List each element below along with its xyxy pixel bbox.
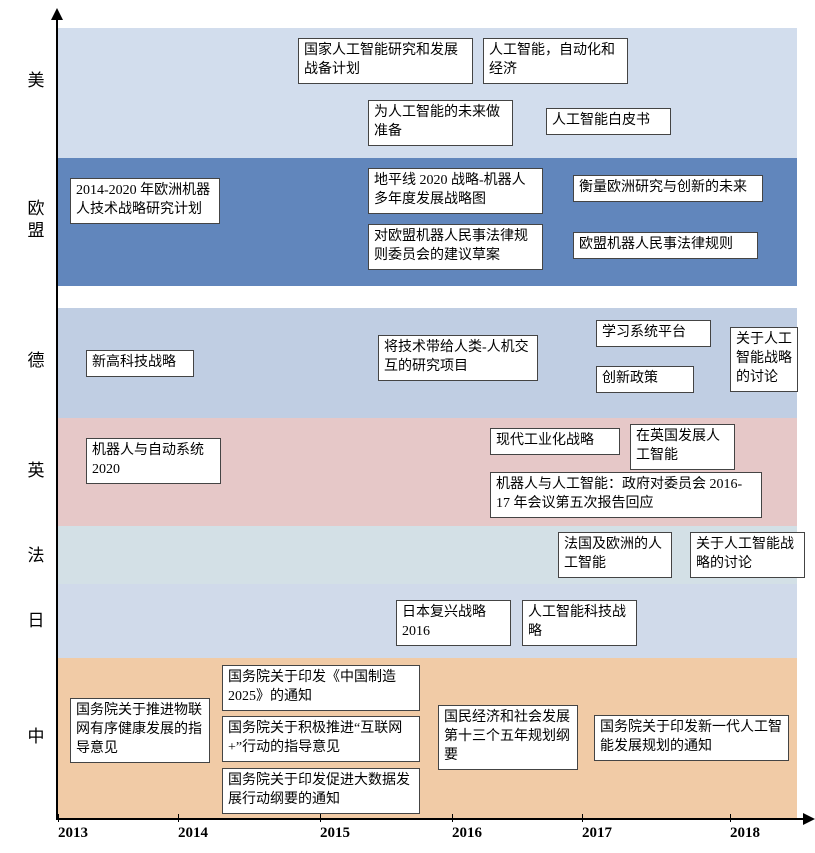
policy-box: 人工智能白皮书: [546, 108, 671, 135]
x-tick: [58, 814, 59, 822]
policy-box: 现代工业化战略: [490, 428, 620, 455]
x-label-2014: 2014: [178, 825, 208, 842]
policy-box: 将技术带给人类-人机交互的研究项目: [378, 335, 538, 381]
y-label-uk: 英: [22, 460, 50, 482]
x-label-2013: 2013: [58, 825, 88, 842]
policy-box: 国务院关于积极推进“互联网+”行动的指导意见: [222, 716, 420, 762]
x-label-2016: 2016: [452, 825, 482, 842]
policy-box: 国务院关于印发促进大数据发展行动纲要的通知: [222, 768, 420, 814]
policy-box: 关于人工智能战略的讨论: [690, 532, 805, 578]
y-label-fr: 法: [22, 545, 50, 567]
x-tick: [452, 814, 453, 822]
policy-box: 在英国发展人工智能: [630, 424, 735, 470]
x-tick: [582, 814, 583, 822]
x-tick: [730, 814, 731, 822]
policy-box: 国家人工智能研究和发展战备计划: [298, 38, 473, 84]
y-label-eu: 欧盟: [22, 198, 50, 242]
x-label-2015: 2015: [320, 825, 350, 842]
timeline-chart: 美欧盟德英法日中 2013 2014 2015 2016 2017 2018 国家人工智能…: [10, 10, 805, 843]
policy-box: 衡量欧洲研究与创新的未来: [573, 175, 763, 202]
y-label-jp: 日: [22, 610, 50, 632]
policy-box: 对欧盟机器人民事法律规则委员会的建议草案: [368, 224, 543, 270]
policy-box: 欧盟机器人民事法律规则: [573, 232, 758, 259]
y-label-de: 德: [22, 350, 50, 372]
policy-box: 创新政策: [596, 366, 694, 393]
policy-box: 2014-2020 年欧洲机器人技术战略研究计划: [70, 178, 220, 224]
y-label-cn: 中: [22, 726, 50, 748]
policy-box: 机器人与自动系统 2020: [86, 438, 221, 484]
policy-box: 国务院关于印发《中国制造 2025》的通知: [222, 665, 420, 711]
x-axis: [56, 818, 805, 820]
policy-box: 地平线 2020 战略-机器人多年度发展战略图: [368, 168, 543, 214]
policy-box: 关于人工智能战略的讨论: [730, 327, 798, 392]
band-fr: [58, 526, 797, 584]
x-tick: [320, 814, 321, 822]
policy-box: 国务院关于印发新一代人工智能发展规划的通知: [594, 715, 789, 761]
policy-box: 国务院关于推进物联网有序健康发展的指导意见: [70, 698, 210, 763]
x-label-2017: 2017: [582, 825, 612, 842]
policy-box: 学习系统平台: [596, 320, 711, 347]
policy-box: 人工智能，自动化和经济: [483, 38, 628, 84]
policy-box: 法国及欧洲的人工智能: [558, 532, 672, 578]
x-axis-arrow: [803, 813, 815, 825]
policy-box: 机器人与人工智能：政府对委员会 2016-17 年会议第五次报告回应: [490, 472, 762, 518]
policy-box: 新高科技战略: [86, 350, 194, 377]
policy-box: 人工智能科技战略: [522, 600, 637, 646]
y-axis-arrow: [51, 8, 63, 20]
x-tick: [178, 814, 179, 822]
policy-box: 日本复兴战略 2016: [396, 600, 511, 646]
y-label-us: 美: [22, 70, 50, 92]
policy-box: 为人工智能的未来做准备: [368, 100, 513, 146]
policy-box: 国民经济和社会发展第十三个五年规划纲要: [438, 705, 578, 770]
x-label-2018: 2018: [730, 825, 760, 842]
